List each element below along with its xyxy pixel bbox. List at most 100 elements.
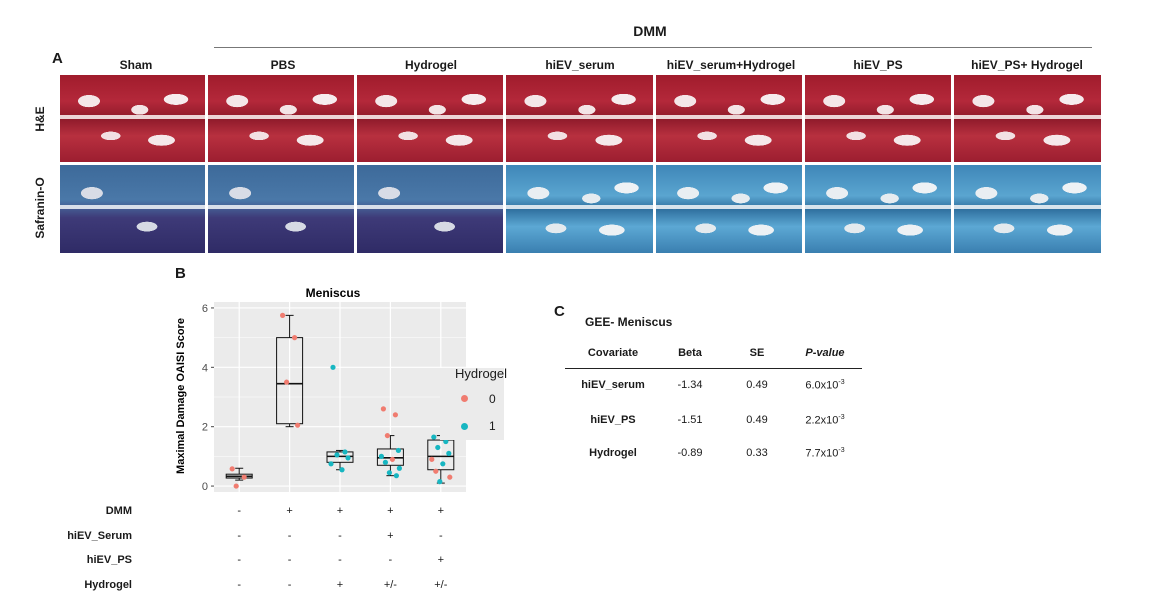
condition-sign: - [287,579,292,591]
table-cell-p-1: 2.2x10-3 [795,414,855,427]
condition-sign: +/- [434,579,448,591]
panel-b-letter: B [175,265,186,282]
row-label-he: H&E [33,106,47,132]
micrograph-safranin-hiev-ps [805,165,951,253]
data-point [378,453,384,459]
data-point [229,466,235,472]
table-cell-p-0: 6.0x10-3 [795,379,855,392]
column-header-hydrogel: Hydrogel [404,58,457,72]
p-mantissa: 7.7x10 [805,447,839,460]
legend-label-0: 0 [489,392,496,406]
data-point [446,450,452,457]
micrograph-he-hydrogel [357,75,503,162]
table-cell-se-1: 0.49 [746,414,768,426]
micrograph-safranin-hiev-serum-hydrogel [656,165,802,253]
data-point [437,479,443,485]
condition-sign: - [388,554,393,566]
data-point [233,483,239,489]
micrograph-he-hiev-serum [506,75,653,162]
y-tick-label: 4 [202,362,208,374]
data-point [334,452,340,458]
dmm-group-label: DMM [633,23,667,39]
box-iqr [276,337,304,425]
data-point [280,312,286,318]
condition-sign: - [287,554,292,566]
data-point [392,412,398,418]
column-header-pbs: PBS [270,58,296,72]
micrograph-safranin-hiev-ps-hydrogel [954,165,1101,253]
data-point [384,432,390,439]
condition-sign: - [237,530,242,542]
condition-sign: + [336,579,344,591]
condition-sign: + [336,505,344,517]
box-iqr [427,439,455,471]
legend-label-1: 1 [489,419,496,433]
data-point [382,459,388,465]
p-exponent: -3 [838,379,845,386]
condition-sign: + [387,505,394,517]
data-point [284,379,290,385]
column-header-hiev-serum: hiEV_serum [545,58,615,72]
condition-sign: - [438,530,443,542]
p-exponent: -3 [838,414,845,421]
data-point [241,474,247,480]
table-cell-se-0: 0.49 [746,379,768,391]
column-header-hiev-serum-hydrogel: hiEV_serum+Hydrogel [666,58,796,72]
data-point [389,456,395,462]
condition-sign: - [287,530,292,542]
chart-title: Meniscus [306,286,361,300]
table-header-se: SE [749,347,765,359]
data-point [330,364,336,370]
micrograph-he-hiev-serum-hydrogel [656,75,802,162]
condition-label-dmm: DMM [105,505,132,517]
p-mantissa: 6.0x10 [805,379,839,392]
condition-label-hydrogel: Hydrogel [84,579,132,591]
column-header-hiev-ps: hiEV_PS [853,58,903,72]
data-point [386,470,392,476]
data-point [435,444,441,451]
legend-box [440,368,504,440]
column-header-sham: Sham [119,58,153,72]
data-point [380,406,386,412]
data-point [396,465,402,471]
data-point [328,461,334,467]
row-label-safranin-o: Safranin-O [33,177,47,239]
condition-label-hiev-serum: hiEV_Serum [67,530,132,542]
condition-sign: +/- [383,579,397,591]
table-header-covariate: Covariate [587,347,639,359]
condition-sign: - [237,554,242,566]
micrograph-he-hiev-ps-hydrogel [954,75,1101,162]
data-point [342,449,348,455]
data-point [440,461,446,467]
condition-sign: - [338,554,342,566]
micrograph-safranin-hydrogel [357,165,503,253]
table-header-beta: Beta [678,347,702,359]
micrograph-safranin-hiev-serum [506,165,653,253]
y-tick-label: 2 [202,422,208,434]
data-point [395,447,401,454]
table-cell-covariate-1: hiEV_PS [590,414,636,426]
legend-title: Hydrogel [455,366,508,381]
condition-sign: + [387,530,394,542]
y-tick-label: 0 [202,481,208,493]
legend-swatch-0 [461,395,468,402]
micrograph-safranin-sham [60,165,205,253]
p-mantissa: 2.2x10 [805,414,839,427]
table-cell-beta-0: -1.34 [677,379,703,391]
y-tick-label: 6 [202,303,208,315]
data-point [292,335,298,341]
data-point [447,474,453,480]
micrograph-he-sham [60,75,205,162]
y-axis-label: Maximal Damage OAISI Score [175,318,187,474]
condition-sign: - [237,579,242,591]
table-header-p-value: P-value [805,347,845,359]
table-cell-beta-2: -0.89 [677,447,703,459]
data-point [345,455,351,461]
table-cell-p-2: 7.7x10-3 [795,447,855,460]
condition-sign: - [237,505,242,517]
micrograph-safranin-pbs [208,165,354,253]
condition-sign: - [338,530,342,542]
micrograph-he-hiev-ps [805,75,951,162]
data-point [443,438,449,445]
p-exponent: -3 [838,447,845,454]
